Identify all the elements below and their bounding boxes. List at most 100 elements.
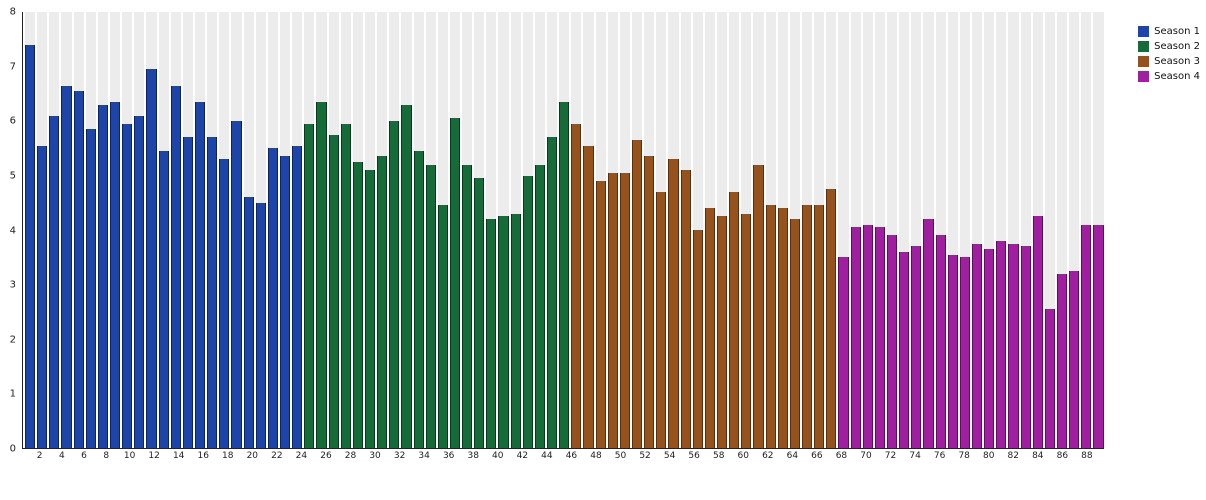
bar-slot	[267, 12, 278, 448]
x-tick-label: 30	[369, 451, 381, 461]
bar-slot	[802, 12, 813, 448]
x-tick-label: 58	[712, 451, 725, 461]
bar-episode-32	[401, 104, 412, 448]
bar-episode-42	[522, 175, 533, 448]
bar-slot	[243, 12, 254, 448]
bar-slot	[413, 12, 424, 448]
bar-slot	[49, 12, 60, 448]
bar-slot	[1081, 12, 1092, 448]
y-tick-label: 6	[9, 115, 16, 127]
bar-slot	[1008, 12, 1019, 448]
bar-episode-9	[122, 123, 133, 448]
x-tick-label: 42	[516, 451, 529, 461]
x-tick-label: 6	[81, 451, 87, 461]
bar-slot	[1032, 12, 1043, 448]
bar-slot	[850, 12, 861, 448]
bar-episode-45	[559, 101, 570, 448]
x-tick-label	[628, 451, 637, 461]
bar-episode-22	[279, 156, 291, 448]
x-tick-label	[874, 451, 883, 461]
bar-slot	[425, 12, 436, 448]
x-tick-label	[235, 451, 244, 461]
x-tick-label: 52	[639, 451, 651, 461]
bar-episode-67	[826, 189, 837, 448]
x-tick-label	[996, 451, 1005, 461]
x-tick-label: 20	[246, 451, 259, 461]
x-tick-label	[162, 451, 171, 461]
bar-slot	[85, 12, 96, 448]
x-tick-label: 72	[884, 451, 897, 461]
bar-slot	[595, 12, 606, 448]
bar-slot	[826, 12, 837, 448]
x-tick-label	[137, 451, 146, 461]
bar-episode-5	[73, 91, 84, 448]
bar-episode-6	[85, 129, 96, 448]
bar-slot	[364, 12, 376, 448]
bar-episode-21	[267, 148, 278, 448]
x-tick-label: 60	[737, 451, 749, 461]
bar-slot	[1020, 12, 1031, 448]
bar-episode-64	[789, 219, 800, 448]
bar-episode-40	[498, 216, 509, 448]
x-tick-label: 44	[541, 451, 553, 461]
x-tick-label: 26	[320, 451, 332, 461]
x-tick-label: 40	[492, 451, 504, 461]
bar-episode-81	[996, 240, 1007, 448]
bar-episode-18	[231, 121, 242, 448]
x-tick-label: 68	[835, 451, 848, 461]
y-tick-label: 2	[9, 334, 16, 346]
y-axis: 0 1 2 3 4 5 6 7 8	[0, 7, 18, 455]
bar-slot	[559, 12, 570, 448]
x-tick-label	[1095, 451, 1104, 461]
bar-slot	[122, 12, 133, 448]
bar-episode-31	[389, 121, 400, 448]
bar-slot	[838, 12, 849, 448]
bar-slot	[1093, 12, 1104, 448]
bar-episode-76	[935, 235, 946, 448]
bar-episode-77	[947, 254, 958, 448]
bar-slot	[547, 12, 558, 448]
x-tick-label: 16	[197, 451, 209, 461]
bar-episode-58	[717, 216, 728, 448]
bar-slot	[61, 12, 72, 448]
x-tick-label: 80	[982, 451, 995, 461]
x-tick-label	[506, 451, 515, 461]
bar-episode-84	[1032, 216, 1043, 448]
bar-episode-53	[656, 191, 667, 448]
bar-episode-66	[814, 205, 825, 448]
x-tick-label: 74	[909, 451, 921, 461]
x-tick-label	[776, 451, 785, 461]
x-tick-label: 62	[762, 451, 774, 461]
x-tick-label: 78	[958, 451, 970, 461]
bar-episode-11	[146, 69, 157, 448]
bar-slot	[656, 12, 667, 448]
bar-slot	[352, 12, 363, 448]
legend-item-season-4: Season 4	[1138, 71, 1200, 82]
bar-slot	[474, 12, 485, 448]
x-tick-label	[726, 451, 735, 461]
bar-episode-37	[462, 164, 473, 448]
bar-slot	[25, 12, 36, 448]
bar-episode-47	[583, 145, 594, 448]
bar-episode-68	[838, 257, 849, 448]
bar-episode-48	[595, 180, 606, 448]
bar-slot	[462, 12, 473, 448]
y-tick-label: 4	[9, 225, 16, 236]
bar-slot	[486, 12, 497, 448]
x-tick-label	[456, 451, 465, 461]
x-tick-label	[555, 451, 564, 461]
x-tick-label	[677, 451, 686, 461]
x-tick-label: 70	[860, 451, 872, 461]
bar-slot	[73, 12, 84, 448]
bar-slot	[1056, 12, 1068, 448]
x-tick-label: 82	[1007, 451, 1019, 461]
bar-episode-80	[984, 249, 995, 448]
x-tick-label	[604, 451, 613, 461]
x-tick-label: 4	[58, 451, 65, 461]
x-tick-label: 54	[663, 451, 676, 461]
bar-slot	[947, 12, 958, 448]
bar-slot	[619, 12, 631, 448]
x-tick-label	[923, 451, 932, 461]
legend-swatch-season-1	[1138, 26, 1150, 37]
bar-episode-7	[97, 104, 108, 448]
